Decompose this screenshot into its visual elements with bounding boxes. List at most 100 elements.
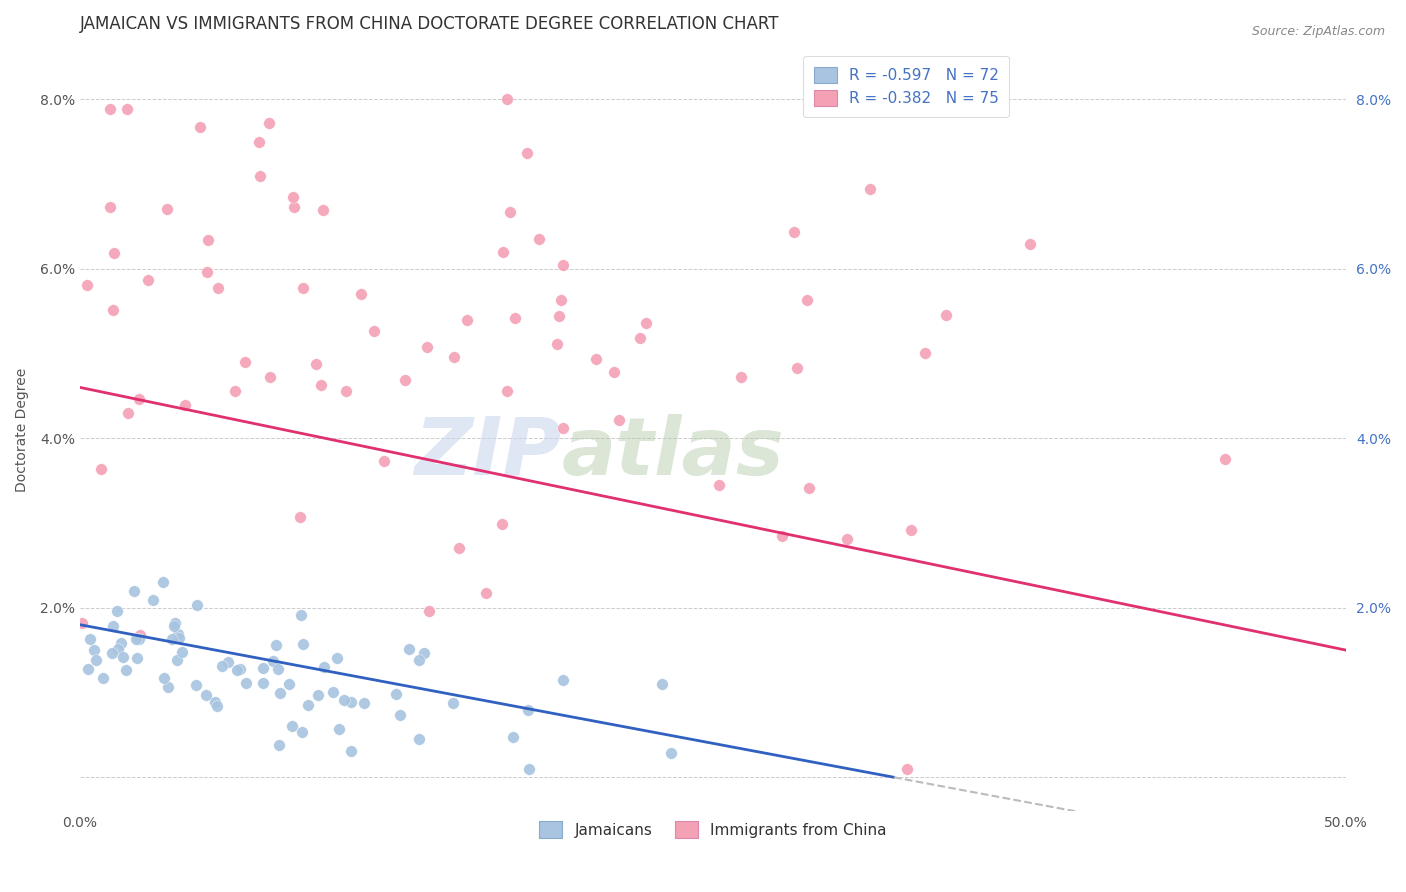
- Point: [117, 406, 139, 420]
- Point: [900, 523, 922, 537]
- Point: [111, 649, 134, 664]
- Point: [602, 365, 624, 379]
- Point: [115, 102, 138, 116]
- Point: [659, 746, 682, 760]
- Point: [333, 693, 356, 707]
- Point: [128, 392, 150, 407]
- Point: [235, 676, 257, 690]
- Point: [1213, 451, 1236, 466]
- Point: [309, 377, 332, 392]
- Point: [160, 632, 183, 646]
- Text: atlas: atlas: [561, 414, 785, 491]
- Point: [551, 420, 574, 434]
- Point: [114, 663, 136, 677]
- Point: [79, 632, 101, 646]
- Point: [136, 273, 159, 287]
- Text: ZIP: ZIP: [413, 414, 561, 491]
- Point: [188, 120, 211, 135]
- Point: [707, 478, 730, 492]
- Point: [305, 357, 328, 371]
- Point: [935, 308, 957, 322]
- Point: [353, 696, 375, 710]
- Point: [527, 232, 550, 246]
- Point: [499, 204, 522, 219]
- Point: [107, 641, 129, 656]
- Point: [585, 352, 607, 367]
- Point: [103, 246, 125, 260]
- Point: [98, 200, 121, 214]
- Point: [335, 384, 357, 398]
- Point: [553, 673, 575, 687]
- Point: [418, 604, 440, 618]
- Point: [730, 369, 752, 384]
- Point: [288, 510, 311, 524]
- Point: [796, 293, 818, 308]
- Point: [93, 671, 115, 685]
- Point: [70, 615, 93, 630]
- Point: [153, 671, 176, 685]
- Point: [77, 661, 100, 675]
- Point: [491, 516, 513, 531]
- Point: [156, 202, 179, 216]
- Point: [283, 201, 305, 215]
- Point: [651, 677, 673, 691]
- Point: [257, 116, 280, 130]
- Point: [373, 454, 395, 468]
- Point: [76, 277, 98, 292]
- Point: [249, 169, 271, 184]
- Point: [156, 681, 179, 695]
- Point: [110, 636, 132, 650]
- Point: [103, 618, 125, 632]
- Point: [628, 330, 651, 344]
- Point: [262, 654, 284, 668]
- Point: [174, 398, 197, 412]
- Point: [103, 303, 125, 318]
- Point: [312, 202, 335, 217]
- Point: [340, 744, 363, 758]
- Point: [550, 293, 572, 307]
- Point: [291, 637, 314, 651]
- Point: [291, 725, 314, 739]
- Point: [195, 265, 218, 279]
- Point: [914, 345, 936, 359]
- Text: Source: ZipAtlas.com: Source: ZipAtlas.com: [1251, 25, 1385, 38]
- Point: [516, 145, 538, 160]
- Point: [312, 659, 335, 673]
- Point: [83, 642, 105, 657]
- Point: [186, 599, 208, 613]
- Point: [547, 309, 569, 323]
- Point: [252, 675, 274, 690]
- Point: [503, 310, 526, 325]
- Point: [363, 324, 385, 338]
- Point: [266, 638, 288, 652]
- Point: [267, 662, 290, 676]
- Point: [896, 762, 918, 776]
- Point: [281, 719, 304, 733]
- Point: [307, 688, 329, 702]
- Point: [142, 592, 165, 607]
- Point: [292, 281, 315, 295]
- Point: [456, 313, 478, 327]
- Point: [636, 316, 658, 330]
- Point: [496, 92, 519, 106]
- Point: [322, 685, 344, 699]
- Point: [394, 373, 416, 387]
- Point: [408, 653, 430, 667]
- Point: [474, 585, 496, 599]
- Point: [1019, 237, 1042, 252]
- Point: [163, 619, 186, 633]
- Point: [388, 708, 411, 723]
- Legend: Jamaicans, Immigrants from China: Jamaicans, Immigrants from China: [531, 814, 894, 846]
- Point: [90, 461, 112, 475]
- Point: [290, 608, 312, 623]
- Point: [496, 384, 519, 399]
- Point: [128, 632, 150, 647]
- Point: [228, 662, 250, 676]
- Point: [297, 698, 319, 713]
- Point: [502, 730, 524, 744]
- Point: [152, 575, 174, 590]
- Point: [195, 688, 218, 702]
- Point: [224, 384, 246, 398]
- Point: [283, 190, 305, 204]
- Point: [835, 532, 858, 546]
